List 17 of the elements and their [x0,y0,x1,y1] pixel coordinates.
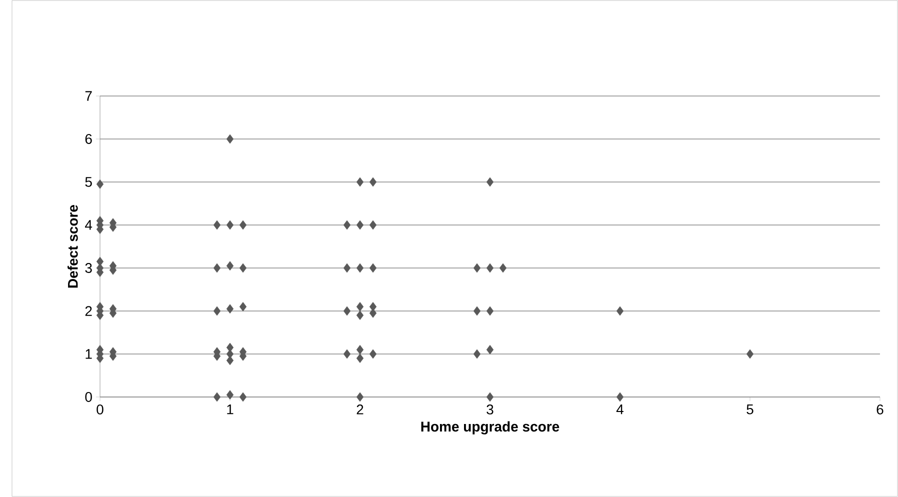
x-tick-label: 4 [616,404,624,414]
y-tick-label: 7 [85,91,92,101]
x-tick-label: 6 [876,404,884,414]
y-tick-label: 6 [85,134,92,144]
y-tick-label: 4 [85,220,92,230]
x-tick-label: 5 [746,404,754,414]
y-axis-title: Defect score [68,204,78,288]
x-axis-title: Home upgrade score [421,421,560,434]
x-tick-label: 0 [96,404,104,414]
x-tick-label: 3 [486,404,494,414]
y-tick-label: 3 [85,263,92,273]
x-tick-label: 2 [356,404,364,414]
y-tick-label: 2 [85,306,92,316]
y-tick-label: 1 [86,349,92,359]
x-tick-label: 1 [227,404,234,414]
y-tick-label: 0 [85,392,92,402]
y-tick-label: 5 [85,177,92,187]
